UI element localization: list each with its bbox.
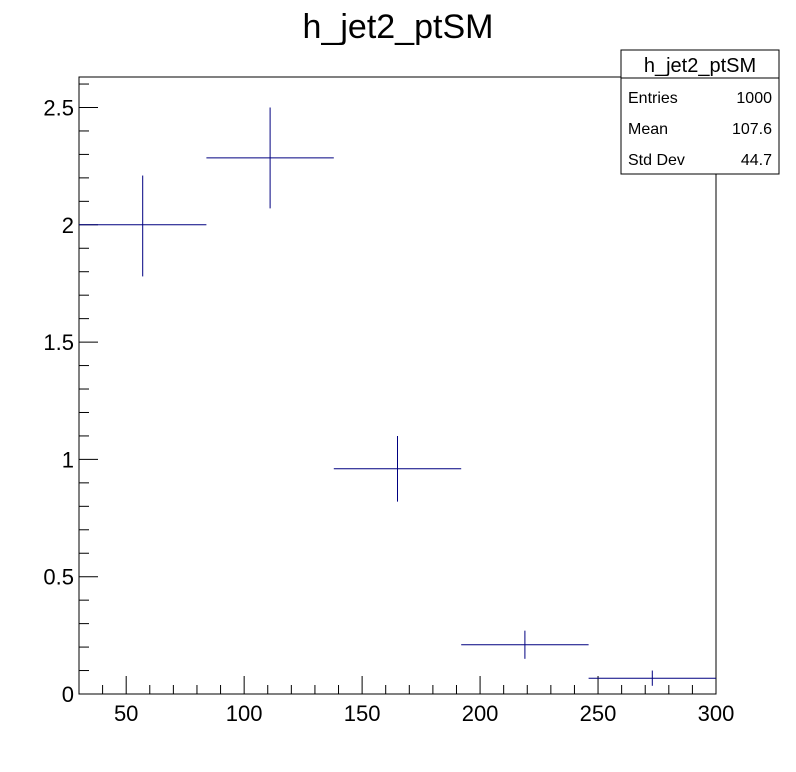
y-tick-label: 1 [62, 447, 74, 472]
y-tick-label: 2 [62, 213, 74, 238]
y-tick-label: 0 [62, 682, 74, 707]
y-tick-label: 0.5 [43, 565, 74, 590]
stats-mean-label: Mean [628, 121, 668, 138]
x-tick-label: 200 [462, 701, 499, 726]
stats-mean-value: 107.6 [732, 121, 772, 138]
chart-title: h_jet2_ptSM [303, 8, 494, 46]
x-tick-label: 150 [344, 701, 381, 726]
stats-stddev-label: Std Dev [628, 152, 685, 169]
data-point [461, 630, 589, 659]
stats-box-title: h_jet2_ptSM [644, 55, 756, 77]
data-point [333, 435, 462, 502]
axes: 50 100 150 200 250 300 0 0.5 1 1.5 2 2.5 [43, 83, 735, 726]
data-point [79, 175, 207, 277]
x-tick-label: 100 [226, 701, 263, 726]
x-tick-label: 50 [114, 701, 138, 726]
data-point [206, 107, 334, 209]
y-tick-label: 2.5 [43, 95, 74, 120]
data-point [588, 670, 716, 686]
stats-stddev-value: 44.7 [741, 152, 772, 169]
plot-frame [78, 76, 717, 695]
stats-box-frame [620, 49, 780, 175]
stats-entries-label: Entries [628, 90, 678, 107]
y-tick-label: 1.5 [43, 330, 74, 355]
stats-entries-value: 1000 [736, 90, 772, 107]
stats-box: h_jet2_ptSM Entries 1000 Mean 107.6 Std … [620, 49, 780, 175]
data-points [79, 107, 716, 686]
x-tick-label: 250 [580, 701, 617, 726]
x-tick-label: 300 [698, 701, 735, 726]
